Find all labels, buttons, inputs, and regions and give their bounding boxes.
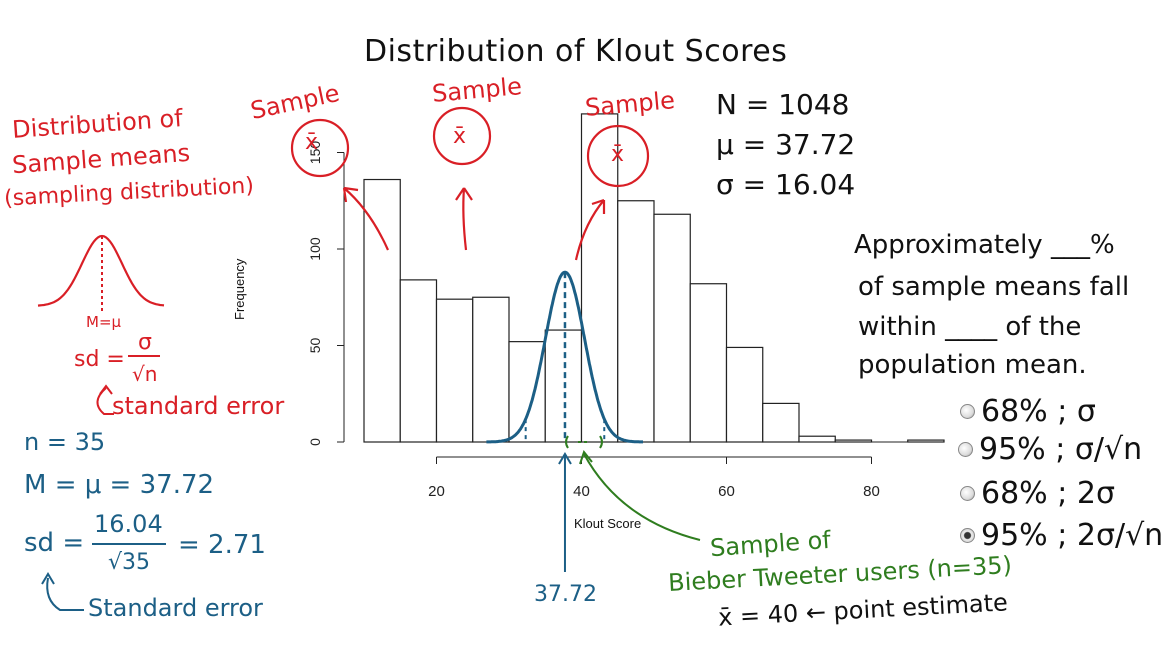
m-line: M = μ = 37.72 bbox=[24, 470, 215, 500]
question-line-3: within ____ of the bbox=[858, 312, 1082, 342]
x-tick-label: 40 bbox=[573, 483, 590, 500]
choice-1-label: 68% ; σ bbox=[981, 394, 1096, 429]
histogram-bar bbox=[472, 296, 510, 443]
sample-circle bbox=[432, 106, 492, 166]
x-tick-label: 60 bbox=[718, 483, 735, 500]
blue-se-arrowhead bbox=[41, 572, 55, 585]
choice-3[interactable]: 68% ; 2σ bbox=[960, 476, 1115, 511]
histogram-bar bbox=[762, 402, 800, 443]
choice-2[interactable]: 95% ; σ/√n bbox=[958, 432, 1142, 467]
histogram-bar bbox=[653, 213, 691, 443]
stat-mu: μ = 37.72 bbox=[716, 128, 856, 161]
x-tick-label: 80 bbox=[863, 483, 880, 500]
xbar-3: x̄ bbox=[611, 142, 625, 167]
small-bell-curve bbox=[37, 234, 165, 307]
choice-1-radio[interactable] bbox=[960, 404, 975, 419]
sd-formula-num: σ bbox=[138, 330, 152, 355]
sd-result: = 2.71 bbox=[178, 530, 266, 560]
question-line-4: population mean. bbox=[858, 350, 1087, 380]
sd-den: √35 bbox=[108, 550, 151, 575]
blue-se-arrow bbox=[46, 577, 84, 611]
point-estimate-arrowhead bbox=[579, 449, 593, 465]
choice-2-label: 95% ; σ/√n bbox=[979, 432, 1143, 467]
mean-label: 37.72 bbox=[534, 582, 597, 607]
xbar-1: x̄ bbox=[305, 130, 319, 155]
sample-arrow-2 bbox=[455, 187, 473, 251]
histogram-bar bbox=[435, 298, 474, 443]
interval-brackets bbox=[565, 435, 603, 449]
sd-formula-prefix: sd = bbox=[74, 347, 125, 372]
y-tick-label: 150 bbox=[307, 141, 323, 165]
sd-prefix: sd = bbox=[24, 528, 85, 558]
histogram-bar bbox=[544, 329, 583, 443]
histogram-bar bbox=[725, 346, 764, 443]
x-axis-label: Klout Score bbox=[574, 516, 642, 531]
histogram-bar bbox=[363, 178, 401, 443]
x-tick-label: 20 bbox=[428, 483, 445, 500]
sample-arrow-3 bbox=[574, 198, 606, 261]
mean-arrowhead bbox=[558, 452, 572, 465]
sd-num: 16.04 bbox=[94, 510, 163, 538]
question-line-2: of sample means fall bbox=[858, 272, 1130, 302]
y-tick-label: 50 bbox=[307, 338, 323, 354]
sample-arrow-1 bbox=[342, 186, 390, 251]
stat-n: N = 1048 bbox=[716, 88, 850, 121]
standard-error-red: standard error bbox=[112, 392, 285, 420]
choice-1[interactable]: 68% ; σ bbox=[960, 394, 1096, 429]
y-tick-label: 0 bbox=[307, 438, 323, 446]
histogram-bar bbox=[689, 283, 728, 443]
choice-4-label: 95% ; 2σ/√n bbox=[981, 518, 1164, 553]
choice-4-radio[interactable] bbox=[960, 528, 975, 543]
sample-circle bbox=[586, 124, 650, 188]
n-line: n = 35 bbox=[24, 428, 106, 456]
histogram-bar bbox=[508, 341, 546, 443]
y-tick-label: 100 bbox=[307, 237, 323, 261]
stat-sigma: σ = 16.04 bbox=[716, 168, 856, 201]
red-se-arrowhead bbox=[99, 384, 113, 395]
histogram-bar bbox=[798, 435, 836, 443]
question-line-1: Approximately ___% bbox=[854, 230, 1115, 260]
choice-2-radio[interactable] bbox=[958, 442, 973, 457]
chart-title: Distribution of Klout Scores bbox=[364, 34, 788, 69]
sample-circle bbox=[290, 118, 350, 178]
choice-3-label: 68% ; 2σ bbox=[981, 476, 1115, 511]
y-axis-label: Frequency bbox=[232, 258, 247, 320]
curve-label: M=μ bbox=[86, 313, 122, 331]
xbar-2: x̄ bbox=[453, 124, 467, 149]
standard-error-blue: Standard error bbox=[88, 594, 263, 622]
histogram-bar bbox=[399, 279, 438, 443]
choice-4[interactable]: 95% ; 2σ/√n bbox=[960, 518, 1163, 553]
point-estimate-arrow bbox=[583, 453, 701, 541]
histogram-bar bbox=[617, 200, 655, 443]
choice-3-radio[interactable] bbox=[960, 486, 975, 501]
sd-formula-den: √n bbox=[132, 362, 158, 386]
